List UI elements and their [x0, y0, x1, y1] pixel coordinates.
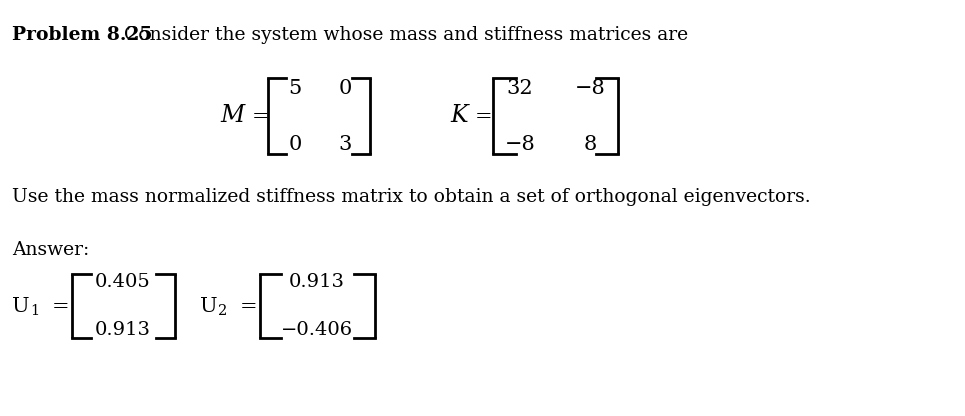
Text: U: U	[12, 297, 30, 315]
Text: 32: 32	[507, 79, 534, 97]
Text: Consider the system whose mass and stiffness matrices are: Consider the system whose mass and stiff…	[118, 26, 688, 44]
Text: 5: 5	[289, 79, 302, 97]
Text: −8: −8	[574, 79, 605, 97]
Text: =: =	[240, 297, 258, 315]
Text: 0: 0	[289, 134, 302, 154]
Text: U: U	[200, 297, 218, 315]
Text: Use the mass normalized stiffness matrix to obtain a set of orthogonal eigenvect: Use the mass normalized stiffness matrix…	[12, 188, 811, 206]
Text: 3: 3	[339, 134, 351, 154]
Text: K: K	[451, 104, 468, 127]
Text: =: =	[475, 106, 492, 126]
Text: =: =	[52, 297, 69, 315]
Text: −8: −8	[505, 134, 536, 154]
Text: 1: 1	[30, 304, 40, 318]
Text: 0.913: 0.913	[289, 273, 345, 291]
Text: 2: 2	[218, 304, 227, 318]
Text: 8: 8	[584, 134, 596, 154]
Text: Problem 8.25: Problem 8.25	[12, 26, 152, 44]
Text: −0.406: −0.406	[281, 321, 353, 339]
Text: Answer:: Answer:	[12, 241, 89, 259]
Text: =: =	[252, 106, 269, 126]
Text: 0: 0	[339, 79, 351, 97]
Text: 0.913: 0.913	[95, 321, 151, 339]
Text: 0.405: 0.405	[96, 273, 151, 291]
Text: M: M	[221, 104, 245, 127]
